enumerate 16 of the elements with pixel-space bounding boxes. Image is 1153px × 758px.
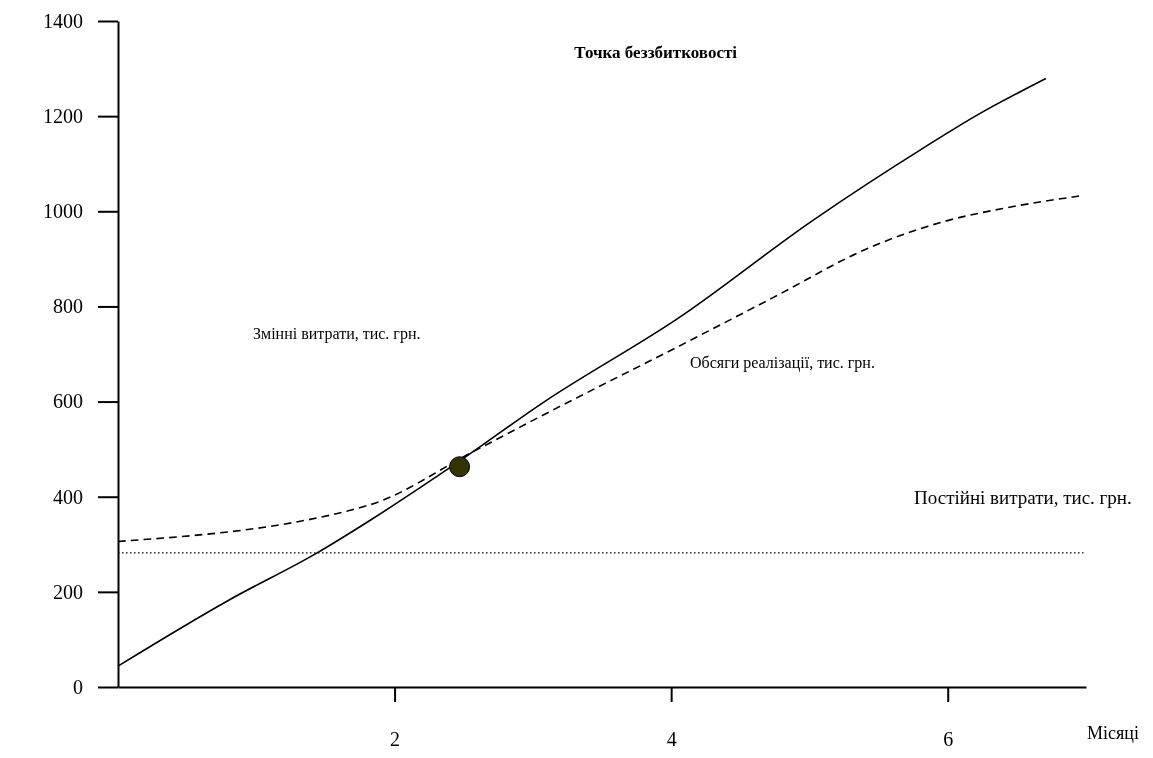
x-axis-title: Місяці (1087, 723, 1139, 743)
annotation: Змінні витрати, тис. грн. (253, 324, 421, 343)
y-tick-label: 0 (73, 675, 83, 698)
text: Точка беззбитковості (574, 43, 738, 62)
y-tick-label: 800 (53, 295, 83, 318)
y-tick-label: 200 (53, 580, 83, 603)
y-tick-label: 1000 (43, 200, 83, 223)
y-tick-label: 1200 (43, 105, 83, 128)
y-tick-label: 1400 (43, 9, 83, 32)
x-tick-label: 2 (390, 728, 401, 751)
annotation: Обсяги реалізації, тис. грн. (690, 353, 875, 372)
annotation: Постійні витрати, тис. грн. (914, 487, 1132, 509)
y-tick-label: 600 (53, 390, 83, 413)
x-tick-label: 4 (666, 728, 677, 751)
y-tick-label: 400 (53, 485, 83, 508)
x-tick-label: 6 (943, 728, 954, 751)
